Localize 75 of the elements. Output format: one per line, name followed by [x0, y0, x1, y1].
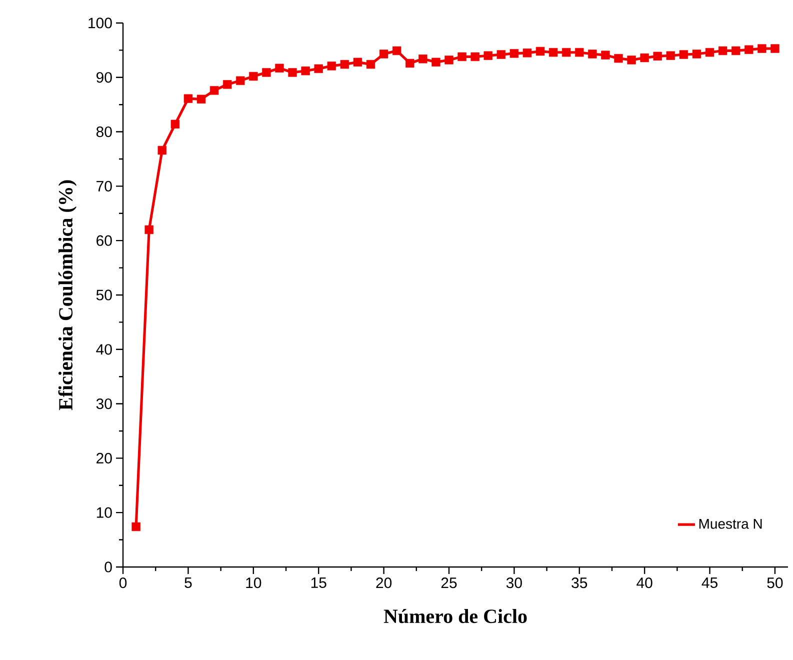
- y-tick-label: 30: [96, 398, 112, 410]
- point: [406, 58, 414, 68]
- point: [366, 60, 376, 69]
- point: [288, 68, 297, 77]
- y-tick-label: 50: [96, 290, 112, 300]
- point: [536, 46, 545, 56]
- point: [379, 50, 388, 58]
- x-tick-label: 40: [636, 578, 652, 588]
- legend-label: Muestra N: [699, 519, 762, 529]
- point: [718, 46, 728, 56]
- point: [744, 45, 754, 54]
- point: [314, 64, 323, 74]
- x-tick-label: 45: [702, 578, 718, 588]
- point: [679, 50, 688, 59]
- y-tick-label: 10: [96, 507, 112, 518]
- point: [262, 68, 271, 77]
- point: [692, 50, 702, 58]
- y-tick-label: 80: [96, 126, 112, 138]
- point: [340, 60, 350, 69]
- point: [588, 50, 597, 58]
- point: [601, 50, 610, 60]
- y-tick-label: 100: [88, 18, 112, 28]
- point: [705, 48, 714, 57]
- point: [653, 52, 662, 61]
- x-tick-label: 25: [441, 578, 457, 588]
- point: [731, 46, 740, 56]
- point: [144, 225, 154, 234]
- point: [640, 53, 649, 62]
- point: [758, 44, 766, 53]
- point: [627, 56, 636, 64]
- point: [510, 49, 519, 58]
- point: [196, 94, 206, 104]
- point: [575, 48, 584, 57]
- point: [770, 44, 780, 53]
- point: [170, 120, 180, 129]
- point: [158, 146, 166, 155]
- point: [132, 522, 140, 532]
- y-tick-label: 60: [96, 235, 112, 246]
- point: [222, 80, 232, 89]
- point: [522, 48, 532, 58]
- point: [470, 52, 480, 62]
- point: [444, 56, 454, 64]
- point: [210, 86, 219, 95]
- point: [418, 54, 428, 64]
- y-tick-label: 20: [96, 452, 112, 464]
- y-axis-title: Eficiencia Coulómbica (%): [58, 180, 77, 410]
- point: [184, 94, 193, 103]
- point: [458, 52, 466, 62]
- point: [353, 58, 362, 67]
- x-tick-label: 30: [506, 578, 522, 588]
- x-tick-label: 0: [119, 578, 127, 588]
- x-tick-label: 50: [767, 578, 783, 588]
- y-tick-label: 0: [104, 562, 112, 572]
- point: [614, 54, 623, 63]
- x-tick-label: 20: [376, 578, 392, 588]
- point: [548, 48, 558, 57]
- point: [432, 58, 440, 67]
- y-tick-label: 90: [96, 72, 112, 83]
- x-tick-label: 35: [572, 578, 588, 588]
- point: [666, 51, 675, 60]
- point: [392, 46, 402, 56]
- point: [236, 76, 245, 86]
- point: [301, 66, 310, 76]
- point: [249, 72, 258, 81]
- y-tick-label: 40: [96, 344, 112, 355]
- point: [327, 62, 336, 70]
- point: [562, 48, 571, 57]
- y-tick-label: 70: [96, 180, 112, 192]
- point: [484, 51, 492, 60]
- x-tick-label: 10: [246, 578, 262, 588]
- point: [275, 64, 284, 72]
- x-tick-label: 15: [311, 578, 326, 588]
- x-axis-title: Número de Ciclo: [384, 609, 527, 624]
- x-tick-label: 5: [184, 578, 192, 588]
- point: [496, 50, 506, 59]
